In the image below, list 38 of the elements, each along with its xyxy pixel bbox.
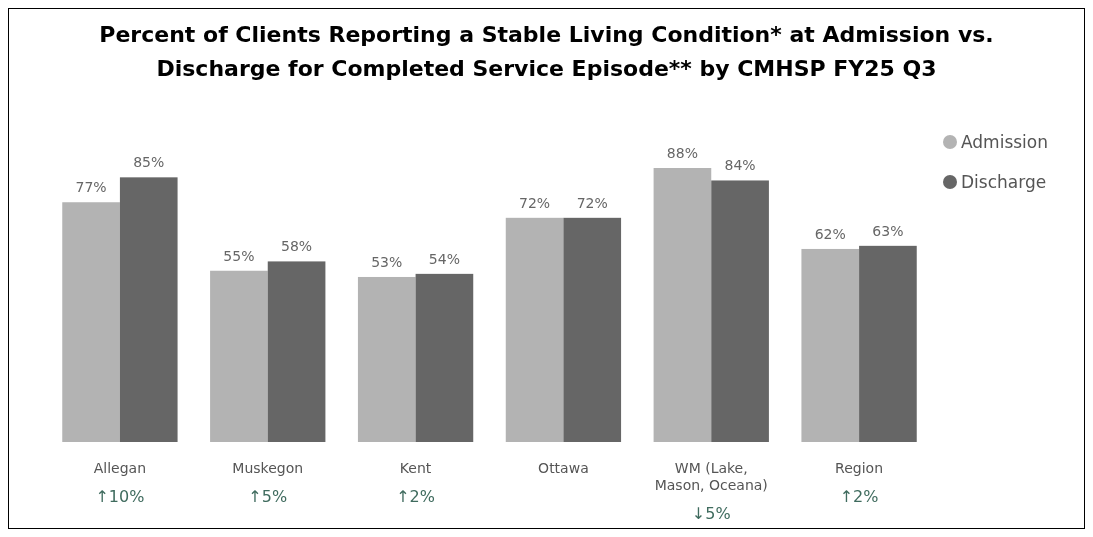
- bar: [267, 261, 326, 442]
- text: ↑5%: [248, 487, 288, 506]
- bar: [415, 273, 474, 442]
- data-label: 84%: [724, 157, 756, 174]
- legend-label: Discharge: [961, 172, 1047, 192]
- bar: [62, 202, 120, 442]
- x-tick-label: Muskegon: [232, 460, 304, 476]
- data-label: 77%: [75, 179, 107, 196]
- data-label: 72%: [576, 194, 608, 211]
- data-label: 55%: [223, 247, 255, 264]
- x-tick-label: Allegan: [93, 460, 147, 476]
- text: ↑2%: [839, 487, 879, 506]
- text: ↑10%: [95, 487, 145, 506]
- bar: [119, 177, 178, 442]
- data-label: 72%: [519, 194, 551, 211]
- data-label: 88%: [666, 145, 698, 161]
- data-label: 63%: [872, 222, 904, 239]
- data-label: 58%: [281, 238, 313, 255]
- data-label: 85%: [133, 154, 165, 171]
- bar: [801, 248, 860, 442]
- bar: [505, 217, 564, 442]
- bar: [859, 245, 917, 442]
- text: ↓5%: [691, 504, 731, 523]
- chart-title: Percent of Clients Reporting a Stable Living Condition* at Admission vs. Discharge for Completed Service Episode** by CMHSP FY25 Q3: [99, 22, 994, 81]
- data-label: 53%: [371, 253, 403, 270]
- x-tick-label: Kent: [399, 460, 432, 476]
- bar: [711, 180, 769, 442]
- bar: [357, 276, 416, 442]
- x-tick-label: WM (Lake, Mason, Oceana): [654, 460, 768, 493]
- bar: [653, 168, 712, 442]
- legend-label: Admission: [961, 132, 1049, 152]
- data-label: 54%: [428, 250, 460, 267]
- bar: [563, 217, 622, 442]
- data-label: 62%: [814, 225, 846, 242]
- x-tick-label: Ottawa: [538, 460, 589, 476]
- bar: [210, 270, 268, 442]
- x-tick-label: Region: [835, 460, 884, 476]
- text: ↑2%: [396, 487, 435, 506]
